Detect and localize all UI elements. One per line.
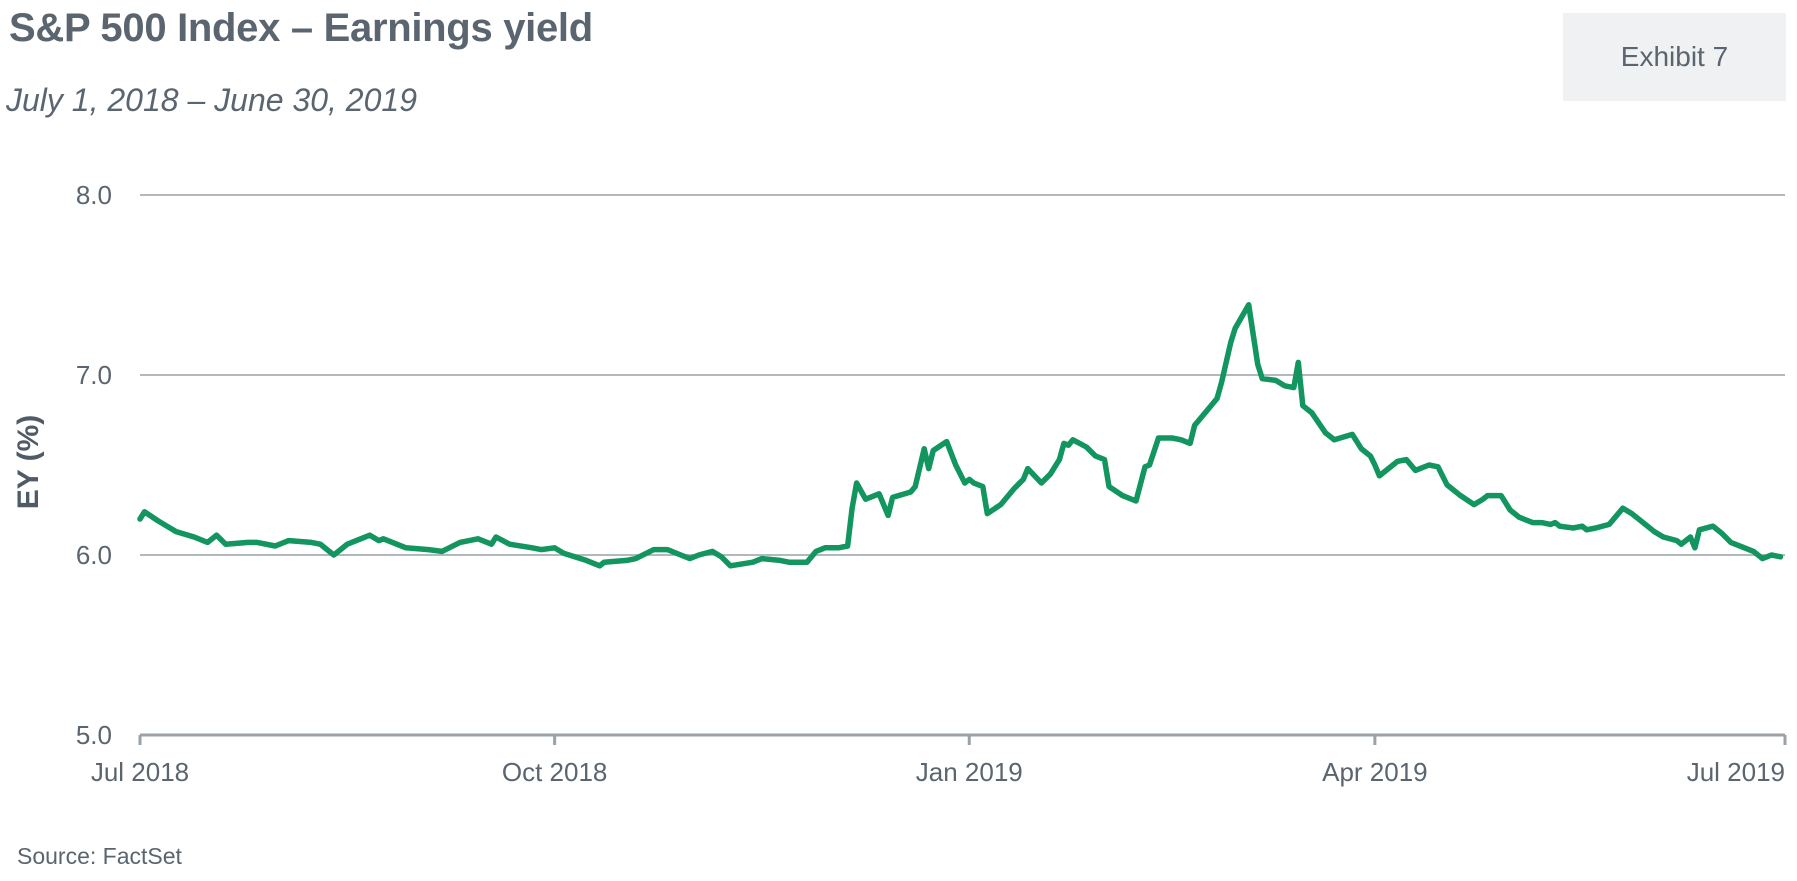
chart-title: S&P 500 Index – Earnings yield: [9, 6, 593, 50]
exhibit-badge: Exhibit 7: [1563, 13, 1786, 101]
exhibit-label: Exhibit 7: [1620, 41, 1729, 72]
x-axis-ticks: Jul 2018 Oct 2018 Jan 2019 Apr 2019 Jul 2019: [91, 735, 1787, 787]
y-tick-label: 6.0: [76, 540, 112, 570]
x-tick-label: Jan 2019: [916, 757, 1023, 787]
series-layer: [137, 302, 1784, 569]
x-tick-label: Jul 2019: [1687, 757, 1785, 787]
y-axis-title: EY (%): [12, 415, 45, 509]
y-tick-label: 5.0: [76, 720, 112, 750]
series-line-earnings-yield: [137, 302, 1784, 569]
y-tick-label: 7.0: [76, 360, 112, 390]
x-tick-label: Apr 2019: [1322, 757, 1428, 787]
source-note: Source: FactSet: [17, 843, 182, 869]
y-tick-label: 8.0: [76, 180, 112, 210]
x-tick-label: Oct 2018: [502, 757, 608, 787]
chart-subtitle: July 1, 2018 – June 30, 2019: [6, 82, 417, 118]
x-tick-label: Jul 2018: [91, 757, 189, 787]
y-axis-ticks: 5.0 6.0 7.0 8.0: [76, 180, 112, 750]
grid-layer: [140, 194, 1785, 737]
